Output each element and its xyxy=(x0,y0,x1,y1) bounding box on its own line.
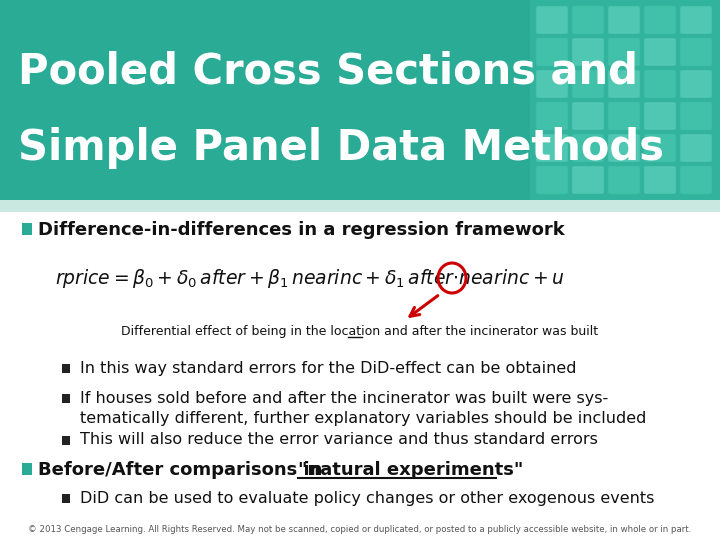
Bar xyxy=(62,394,70,403)
Bar xyxy=(22,223,32,235)
Bar xyxy=(0,200,720,212)
FancyBboxPatch shape xyxy=(680,6,712,34)
FancyBboxPatch shape xyxy=(644,38,676,66)
Bar xyxy=(62,436,70,445)
FancyBboxPatch shape xyxy=(608,70,640,98)
FancyBboxPatch shape xyxy=(680,70,712,98)
Bar xyxy=(62,494,70,503)
Text: Simple Panel Data Methods: Simple Panel Data Methods xyxy=(18,127,664,169)
FancyBboxPatch shape xyxy=(572,70,604,98)
FancyBboxPatch shape xyxy=(572,38,604,66)
FancyBboxPatch shape xyxy=(644,70,676,98)
FancyBboxPatch shape xyxy=(608,102,640,130)
Text: DiD can be used to evaluate policy changes or other exogenous events: DiD can be used to evaluate policy chang… xyxy=(80,490,654,505)
FancyBboxPatch shape xyxy=(536,6,568,34)
Text: $rprice = \beta_0 + \delta_0\,after + \beta_1\,nearinc + \delta_1\,after{\cdot}n: $rprice = \beta_0 + \delta_0\,after + \b… xyxy=(55,267,564,289)
Text: tematically different, further explanatory variables should be included: tematically different, further explanato… xyxy=(80,410,647,426)
Text: If houses sold before and after the incinerator was built were sys-: If houses sold before and after the inci… xyxy=(80,390,608,406)
Bar xyxy=(530,0,720,200)
FancyBboxPatch shape xyxy=(680,38,712,66)
FancyBboxPatch shape xyxy=(536,102,568,130)
Text: Before/After comparisons in: Before/After comparisons in xyxy=(38,461,328,479)
FancyBboxPatch shape xyxy=(572,134,604,162)
Text: Differential effect of being in the location and after the incinerator was built: Differential effect of being in the loca… xyxy=(122,326,598,339)
Bar xyxy=(22,463,32,475)
FancyBboxPatch shape xyxy=(572,102,604,130)
Text: © 2013 Cengage Learning. All Rights Reserved. May not be scanned, copied or dupl: © 2013 Cengage Learning. All Rights Rese… xyxy=(28,525,692,535)
FancyBboxPatch shape xyxy=(680,134,712,162)
FancyBboxPatch shape xyxy=(572,166,604,194)
FancyBboxPatch shape xyxy=(644,6,676,34)
Text: "natural experiments": "natural experiments" xyxy=(298,461,523,479)
Text: In this way standard errors for the DiD-effect can be obtained: In this way standard errors for the DiD-… xyxy=(80,361,577,375)
FancyBboxPatch shape xyxy=(536,38,568,66)
Text: Pooled Cross Sections and: Pooled Cross Sections and xyxy=(18,51,638,93)
FancyBboxPatch shape xyxy=(536,70,568,98)
FancyBboxPatch shape xyxy=(608,134,640,162)
FancyBboxPatch shape xyxy=(536,166,568,194)
Bar xyxy=(0,0,720,200)
Bar xyxy=(62,364,70,373)
Text: This will also reduce the error variance and thus standard errors: This will also reduce the error variance… xyxy=(80,433,598,448)
FancyBboxPatch shape xyxy=(608,6,640,34)
FancyBboxPatch shape xyxy=(680,166,712,194)
FancyBboxPatch shape xyxy=(644,166,676,194)
FancyBboxPatch shape xyxy=(608,38,640,66)
FancyBboxPatch shape xyxy=(572,6,604,34)
Text: Difference-in-differences in a regression framework: Difference-in-differences in a regressio… xyxy=(38,221,564,239)
FancyBboxPatch shape xyxy=(680,102,712,130)
FancyBboxPatch shape xyxy=(608,166,640,194)
FancyBboxPatch shape xyxy=(644,134,676,162)
FancyBboxPatch shape xyxy=(644,102,676,130)
FancyBboxPatch shape xyxy=(536,134,568,162)
